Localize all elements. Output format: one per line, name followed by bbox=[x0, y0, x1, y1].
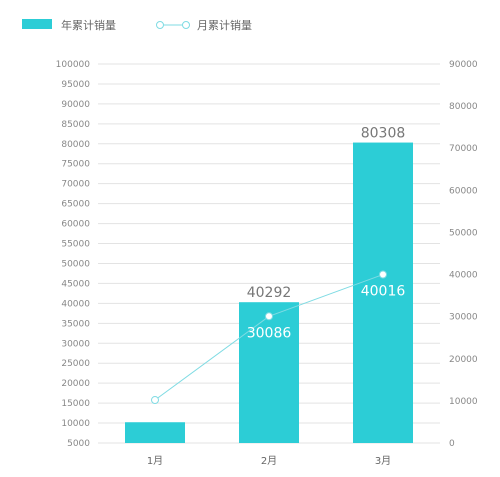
bar-2 bbox=[239, 302, 299, 443]
left-tick-label: 15000 bbox=[61, 399, 90, 409]
data-labels: 10206 40292 80308 30086 40016 bbox=[133, 126, 406, 425]
bar-value-label-1: 10206 bbox=[133, 409, 178, 425]
left-tick-label: 40000 bbox=[61, 299, 90, 309]
line-point-2 bbox=[265, 312, 273, 321]
left-tick-label: 100000 bbox=[56, 60, 91, 70]
left-axis-ticks: 5000 10000 15000 20000 25000 30000 35000 40000 4… bbox=[56, 60, 91, 449]
left-tick-label: 60000 bbox=[61, 220, 90, 230]
left-tick-label: 50000 bbox=[61, 259, 90, 269]
legend-label-line: 月累计销量 bbox=[197, 18, 252, 32]
left-tick-label: 45000 bbox=[61, 279, 90, 289]
left-tick-label: 95000 bbox=[61, 80, 90, 90]
bar-series bbox=[125, 142, 413, 443]
right-tick-label: 40000 bbox=[449, 271, 478, 281]
line-point-3 bbox=[379, 270, 387, 279]
left-tick-label: 90000 bbox=[61, 100, 90, 110]
x-tick-label: 3月 bbox=[375, 455, 391, 467]
bar-1 bbox=[125, 422, 185, 443]
legend: 年累计销量 月累计销量 bbox=[22, 18, 252, 32]
left-tick-label: 5000 bbox=[67, 439, 90, 449]
line-point-1 bbox=[151, 396, 159, 405]
legend-swatch-marker-right bbox=[182, 21, 190, 29]
legend-swatch-marker-left bbox=[156, 21, 164, 29]
left-tick-label: 25000 bbox=[61, 359, 90, 369]
left-tick-label: 30000 bbox=[61, 339, 90, 349]
right-tick-label: 10000 bbox=[449, 397, 478, 407]
right-axis-ticks: 0 10000 20000 30000 40000 50000 60000 70000 8000… bbox=[449, 60, 478, 449]
right-tick-label: 90000 bbox=[449, 60, 478, 70]
left-tick-label: 65000 bbox=[61, 200, 90, 210]
left-tick-label: 85000 bbox=[61, 120, 90, 130]
right-tick-label: 80000 bbox=[449, 102, 478, 112]
line-value-label-2: 30086 bbox=[247, 325, 292, 341]
right-tick-label: 20000 bbox=[449, 355, 478, 365]
bar-value-label-2: 40292 bbox=[247, 285, 292, 301]
bar-value-label-3: 80308 bbox=[361, 126, 406, 142]
legend-swatch-bar bbox=[22, 19, 52, 29]
x-axis-ticks: 1月 2月 3月 bbox=[147, 455, 391, 467]
right-tick-label: 70000 bbox=[449, 144, 478, 154]
left-tick-label: 75000 bbox=[61, 160, 90, 170]
bar-3 bbox=[353, 142, 413, 443]
left-tick-label: 55000 bbox=[61, 240, 90, 250]
x-tick-label: 2月 bbox=[261, 455, 277, 467]
line-series bbox=[151, 270, 387, 405]
left-tick-label: 80000 bbox=[61, 140, 90, 150]
left-tick-label: 20000 bbox=[61, 379, 90, 389]
line-value-label-3: 40016 bbox=[361, 283, 406, 299]
left-tick-label: 35000 bbox=[61, 319, 90, 329]
x-tick-label: 1月 bbox=[147, 455, 163, 467]
right-tick-label: 50000 bbox=[449, 228, 478, 238]
legend-label-bar: 年累计销量 bbox=[61, 18, 116, 32]
left-tick-label: 10000 bbox=[61, 419, 90, 429]
right-tick-label: 60000 bbox=[449, 186, 478, 196]
right-tick-label: 30000 bbox=[449, 313, 478, 323]
left-tick-label: 70000 bbox=[61, 180, 90, 190]
right-tick-label: 0 bbox=[449, 439, 455, 449]
